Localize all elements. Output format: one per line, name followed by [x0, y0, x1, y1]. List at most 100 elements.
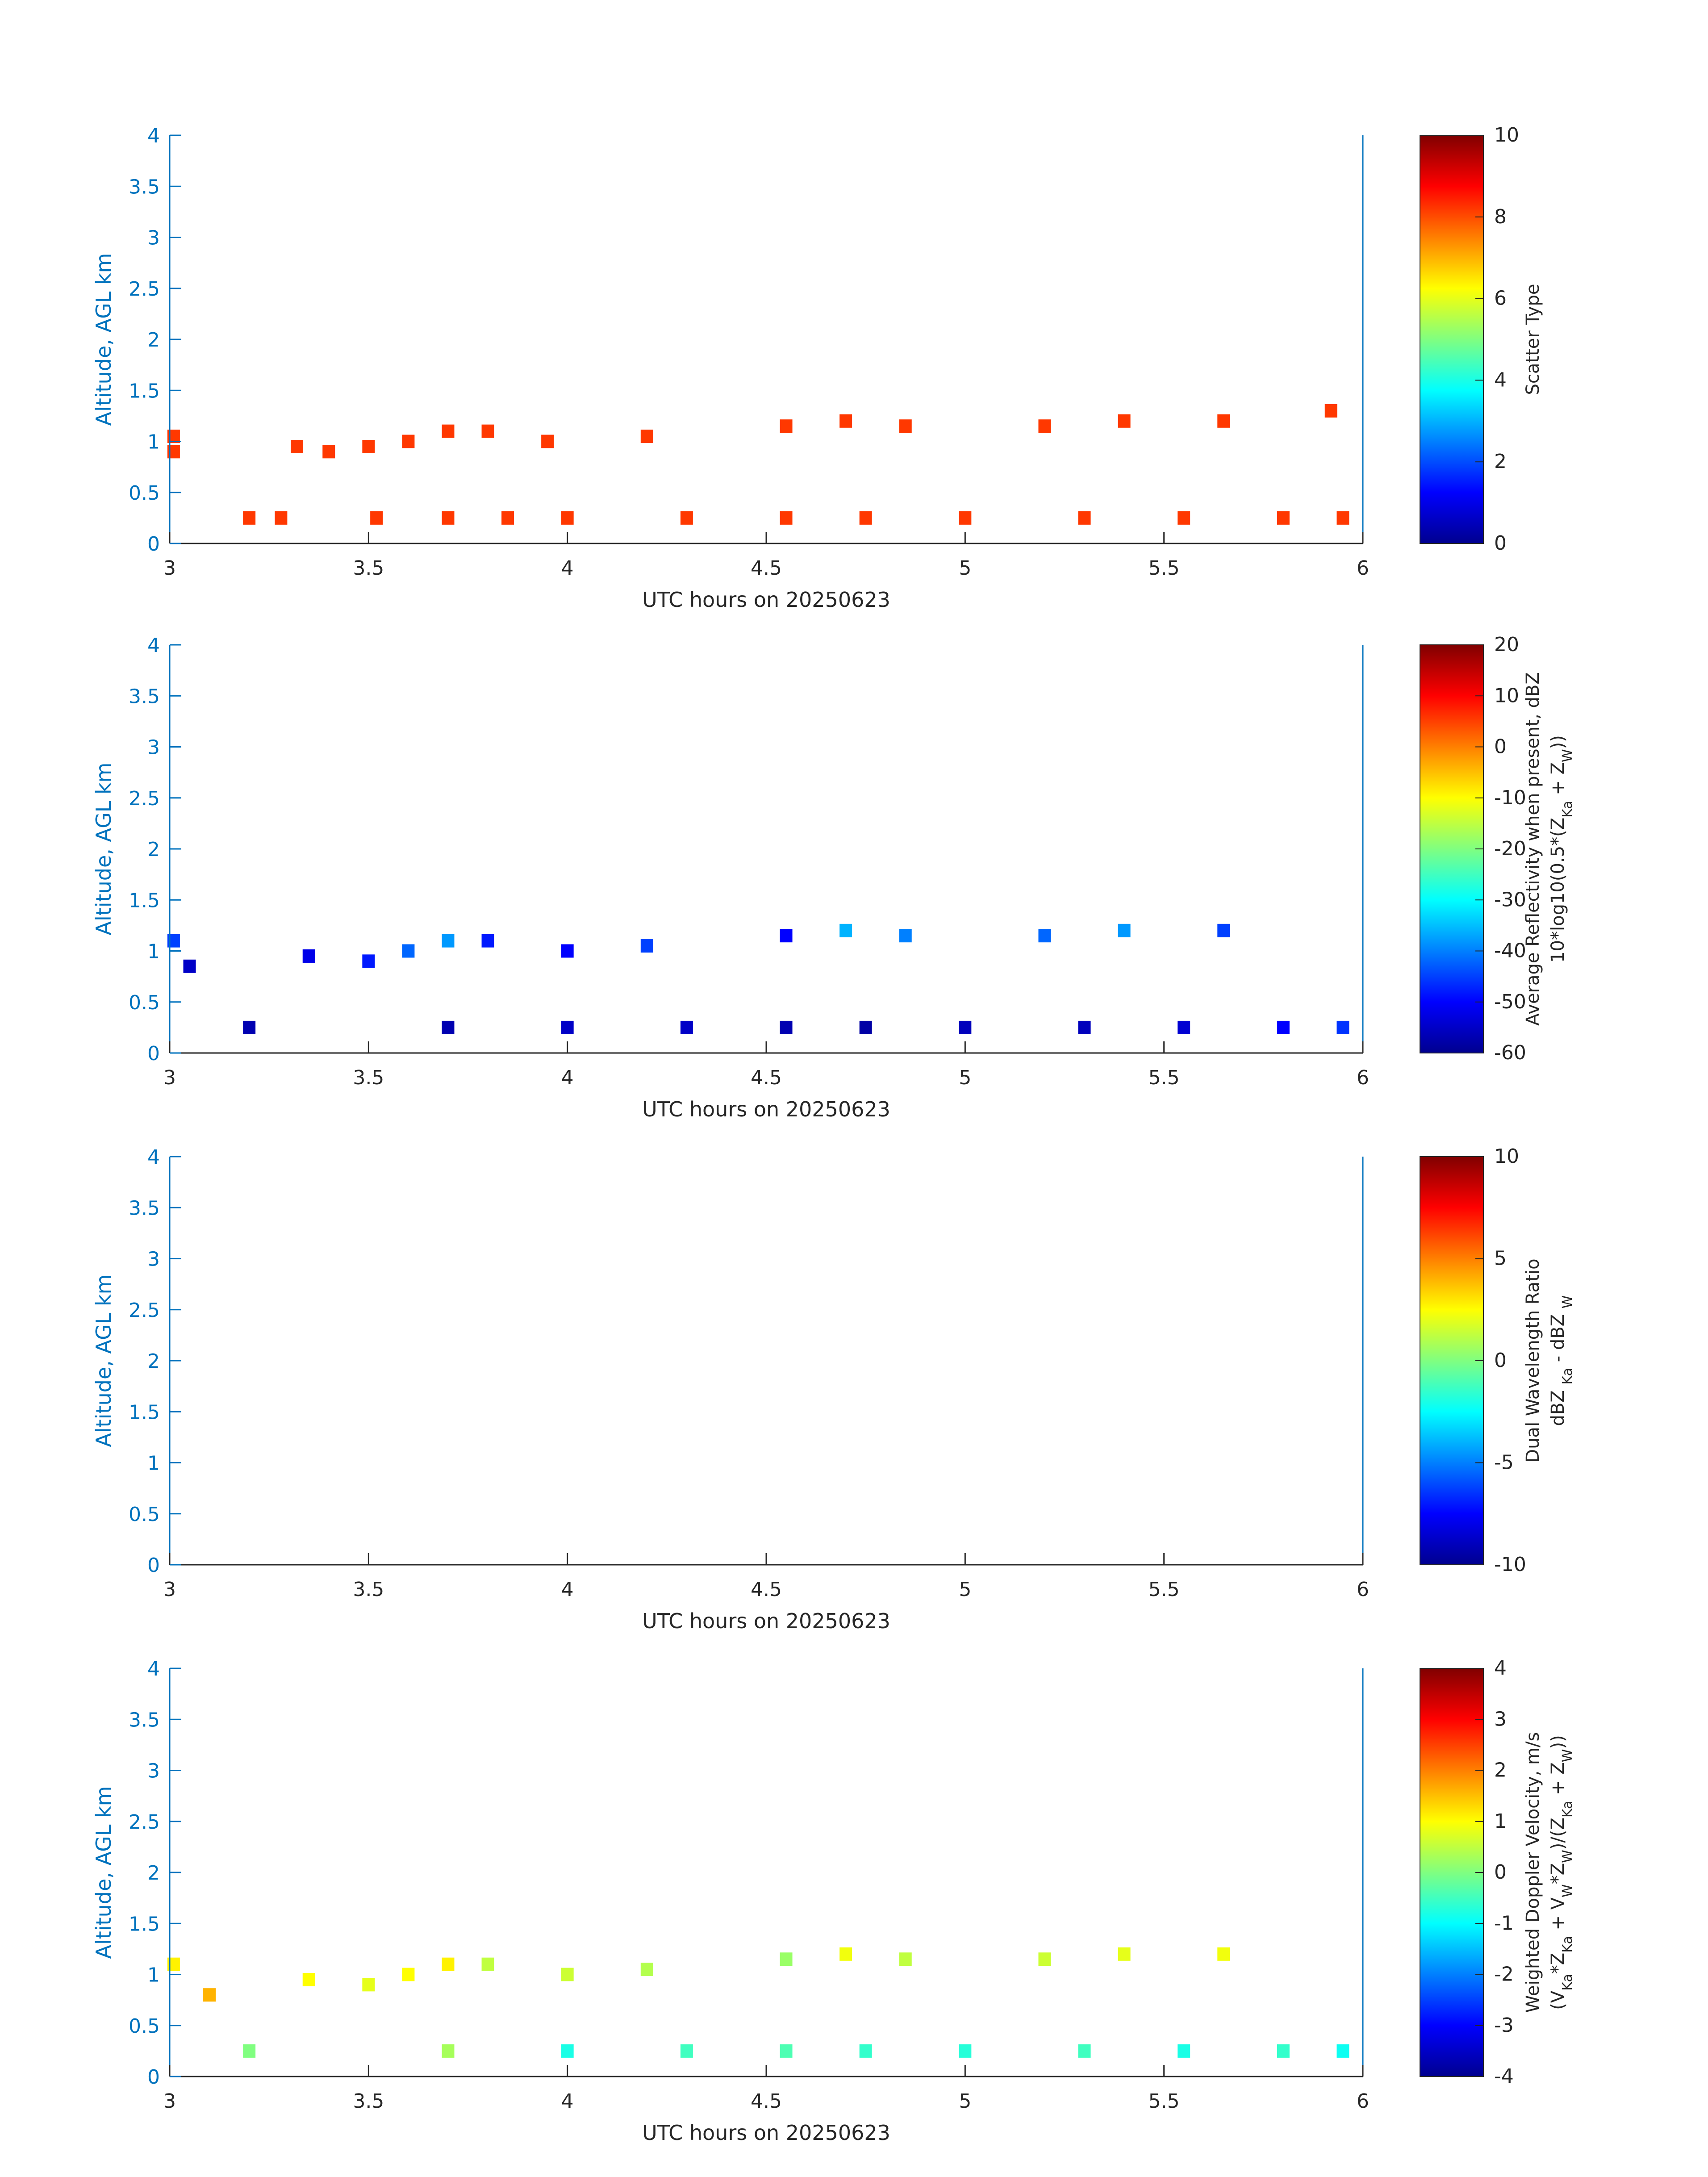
heatmap-cell — [1217, 923, 1230, 937]
heatmap-cell — [243, 1020, 256, 1034]
x-tick-label: 6 — [1357, 1066, 1369, 1089]
colorbar-tick-label: 0 — [1494, 735, 1507, 758]
colorbar-tick-label: 0 — [1494, 1349, 1507, 1372]
colorbar-tick-label: 2 — [1494, 450, 1507, 473]
heatmap-cell — [640, 939, 653, 953]
y-tick-label: 0 — [147, 1042, 160, 1065]
heatmap-cell — [780, 511, 793, 525]
heatmap-cell — [561, 1020, 574, 1034]
heatmap-cell — [362, 439, 375, 453]
heatmap-cell — [1336, 2044, 1349, 2058]
y-tick-label: 1 — [147, 940, 160, 963]
colorbar-tick-label: 6 — [1494, 287, 1507, 310]
y-tick-label: 1 — [147, 431, 160, 454]
y-tick-label: 4 — [147, 125, 160, 147]
plot-area — [170, 135, 1363, 543]
colorbar — [1420, 1156, 1484, 1565]
y-tick-label: 0 — [147, 2066, 160, 2089]
heatmap-cell — [780, 1020, 793, 1034]
colorbar — [1420, 644, 1484, 1053]
heatmap-cell — [302, 1972, 315, 1986]
y-tick-label: 1 — [147, 1452, 160, 1475]
heatmap-cell — [1324, 404, 1337, 418]
y-tick-label: 3.5 — [129, 685, 160, 708]
heatmap-cell — [442, 1957, 455, 1971]
heatmap-cell — [541, 435, 554, 448]
x-tick-label: 5 — [959, 557, 971, 580]
y-tick-label: 0 — [147, 533, 160, 556]
colorbar-tick-label: -60 — [1494, 1041, 1526, 1064]
colorbar-tick-label: 0 — [1494, 1861, 1507, 1884]
y-tick-label: 3 — [147, 1760, 160, 1783]
y-axis-label: Altitude, AGL km — [92, 1786, 116, 1959]
heatmap-cell — [680, 2044, 693, 2058]
heatmap-cell — [442, 511, 455, 525]
colorbar-tick-label: 10 — [1494, 1145, 1519, 1168]
x-axis-label: UTC hours on 20250623 — [642, 2121, 890, 2145]
colorbar-label: Scatter Type — [1523, 284, 1543, 395]
heatmap-cell — [839, 414, 852, 428]
x-tick-label: 5 — [959, 1066, 971, 1089]
colorbar-tick-label: 0 — [1494, 532, 1507, 555]
colorbar-tick-label: -1 — [1494, 1912, 1514, 1935]
colorbar-tick-label: 10 — [1494, 124, 1519, 146]
heatmap-cell — [1038, 419, 1051, 433]
colorbar-tick-label: 5 — [1494, 1247, 1507, 1270]
heatmap-cell — [402, 1968, 415, 1981]
heatmap-cell — [1336, 511, 1349, 525]
plot-area — [170, 1157, 1363, 1565]
y-tick-label: 1.5 — [129, 1913, 160, 1935]
x-tick-label: 5.5 — [1148, 2090, 1180, 2113]
x-axis-label: UTC hours on 20250623 — [642, 1609, 890, 1633]
heatmap-cell — [680, 1020, 693, 1034]
x-tick-label: 4.5 — [751, 2090, 782, 2113]
colorbar-label: Average Reflectivity when present, dBZ — [1523, 672, 1543, 1025]
x-tick-label: 3.5 — [353, 1578, 384, 1601]
heatmap-cell — [1336, 1020, 1349, 1034]
x-tick-label: 3 — [163, 1066, 176, 1089]
colorbar-tick-label: -4 — [1494, 2065, 1514, 2088]
colorbar-label: 10*log10(0.5*(ZKa + ZW)) — [1548, 735, 1575, 963]
plot-area — [170, 645, 1363, 1053]
heatmap-cell — [1217, 1947, 1230, 1961]
heatmap-cell — [481, 934, 494, 948]
x-tick-label: 6 — [1357, 557, 1369, 580]
y-tick-label: 0.5 — [129, 991, 160, 1014]
x-tick-label: 5 — [959, 2090, 971, 2113]
heatmap-cell — [1038, 1952, 1051, 1966]
y-tick-label: 2.5 — [129, 1811, 160, 1834]
heatmap-cell — [859, 1020, 872, 1034]
heatmap-cell — [402, 435, 415, 448]
heatmap-cell — [839, 1947, 852, 1961]
heatmap-cell — [183, 959, 196, 973]
heatmap-cell — [680, 511, 693, 525]
heatmap-cell — [501, 511, 514, 525]
heatmap-cell — [859, 2044, 872, 2058]
colorbar-label: Dual Wavelength Ratio — [1523, 1258, 1543, 1462]
x-tick-label: 4.5 — [751, 1066, 782, 1089]
x-tick-label: 5.5 — [1148, 557, 1180, 580]
x-tick-label: 4 — [561, 557, 574, 580]
heatmap-cell — [780, 929, 793, 943]
colorbar-tick-label: -10 — [1494, 1553, 1526, 1576]
colorbar-tick-label: -30 — [1494, 888, 1526, 911]
colorbar-tick-label: -10 — [1494, 786, 1526, 809]
y-tick-label: 4 — [147, 1658, 160, 1680]
heatmap-cell — [1078, 511, 1091, 525]
heatmap-cell — [370, 511, 383, 525]
heatmap-cell — [899, 419, 912, 433]
x-tick-label: 5 — [959, 1578, 971, 1601]
heatmap-cell — [959, 2044, 972, 2058]
heatmap-cell — [1118, 414, 1131, 428]
colorbar-tick-label: 4 — [1494, 368, 1507, 391]
colorbar-tick-label: -5 — [1494, 1451, 1514, 1474]
y-tick-label: 0.5 — [129, 2015, 160, 2038]
heatmap-cell — [1277, 1020, 1290, 1034]
y-tick-label: 4 — [147, 1146, 160, 1169]
colorbar-tick-label: 20 — [1494, 633, 1519, 656]
heatmap-cell — [561, 944, 574, 958]
panel-2: 3 3.5 4 4.5 5 5.5 6 0 0.5 1 1.5 2 2.5 3 3.5 4 UTC hours … — [92, 633, 1575, 1121]
x-tick-label: 3 — [163, 1578, 176, 1601]
colorbar-tick-label: 10 — [1494, 684, 1519, 707]
y-tick-label: 1.5 — [129, 889, 160, 912]
